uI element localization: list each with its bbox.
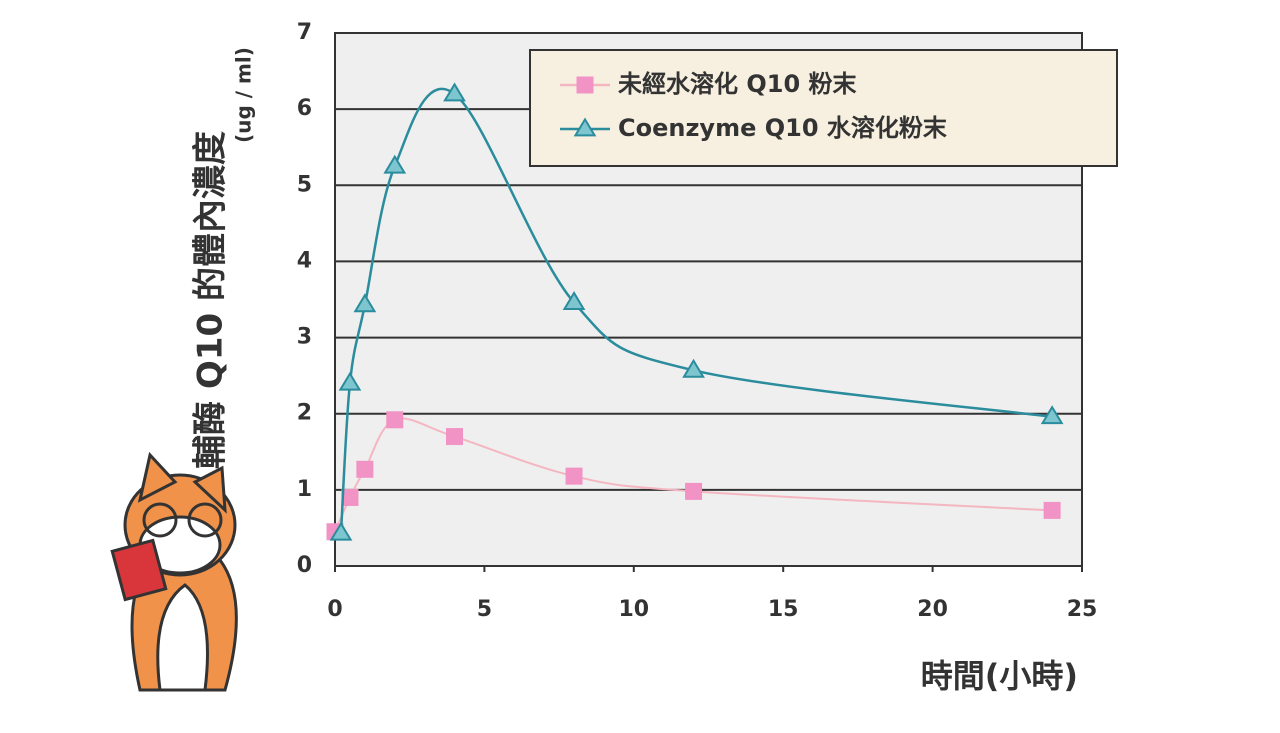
- x-axis-label: 時間(小時): [921, 657, 1078, 695]
- marker-square: [565, 467, 583, 485]
- legend-label: Coenzyme Q10 水溶化粉末: [618, 114, 948, 142]
- marker-triangle: [1040, 405, 1064, 425]
- marker-triangle: [682, 358, 705, 378]
- x-tick-label: 5: [477, 597, 492, 622]
- legend: 未經水溶化 Q10 粉末 Coenzyme Q10 水溶化粉末: [560, 70, 948, 142]
- marker-triangle: [573, 117, 597, 137]
- marker-square: [341, 488, 359, 506]
- series-line: [334, 417, 1053, 533]
- marker-triangle: [562, 291, 586, 310]
- y-tick-label: 4: [297, 248, 312, 273]
- x-tick-label: 0: [327, 597, 342, 622]
- y-axis-unit: (ug / ml): [232, 47, 256, 143]
- marker-square: [356, 460, 374, 478]
- y-tick-label: 1: [297, 477, 312, 502]
- series: [326, 82, 1064, 541]
- x-tick-label: 15: [768, 597, 799, 622]
- marker-square: [446, 428, 464, 446]
- marker-triangle: [338, 371, 362, 391]
- marker-square: [685, 482, 703, 500]
- marker-triangle: [353, 293, 377, 313]
- marker-triangle: [329, 521, 353, 541]
- marker-triangle: [443, 82, 466, 102]
- x-tick-label: 20: [917, 597, 948, 622]
- marker-square: [576, 76, 594, 94]
- x-tick-label: 10: [618, 597, 649, 622]
- marker-square: [1043, 501, 1061, 519]
- x-tick-label: 25: [1067, 597, 1098, 622]
- y-tick-label: 2: [297, 401, 312, 426]
- y-tick-label: 3: [297, 325, 312, 350]
- cat-illustration: [110, 451, 238, 692]
- marker-square: [386, 411, 404, 429]
- y-tick-label: 7: [297, 20, 312, 45]
- legend-label: 未經水溶化 Q10 粉末: [618, 70, 858, 98]
- legend-box: [529, 49, 1118, 167]
- y-tick-label: 0: [297, 553, 312, 578]
- y-tick-label: 6: [297, 96, 312, 121]
- y-axis-label: 輔酶 Q10 的體內濃度: [191, 131, 231, 469]
- y-tick-label: 5: [297, 172, 312, 197]
- marker-triangle: [383, 154, 407, 174]
